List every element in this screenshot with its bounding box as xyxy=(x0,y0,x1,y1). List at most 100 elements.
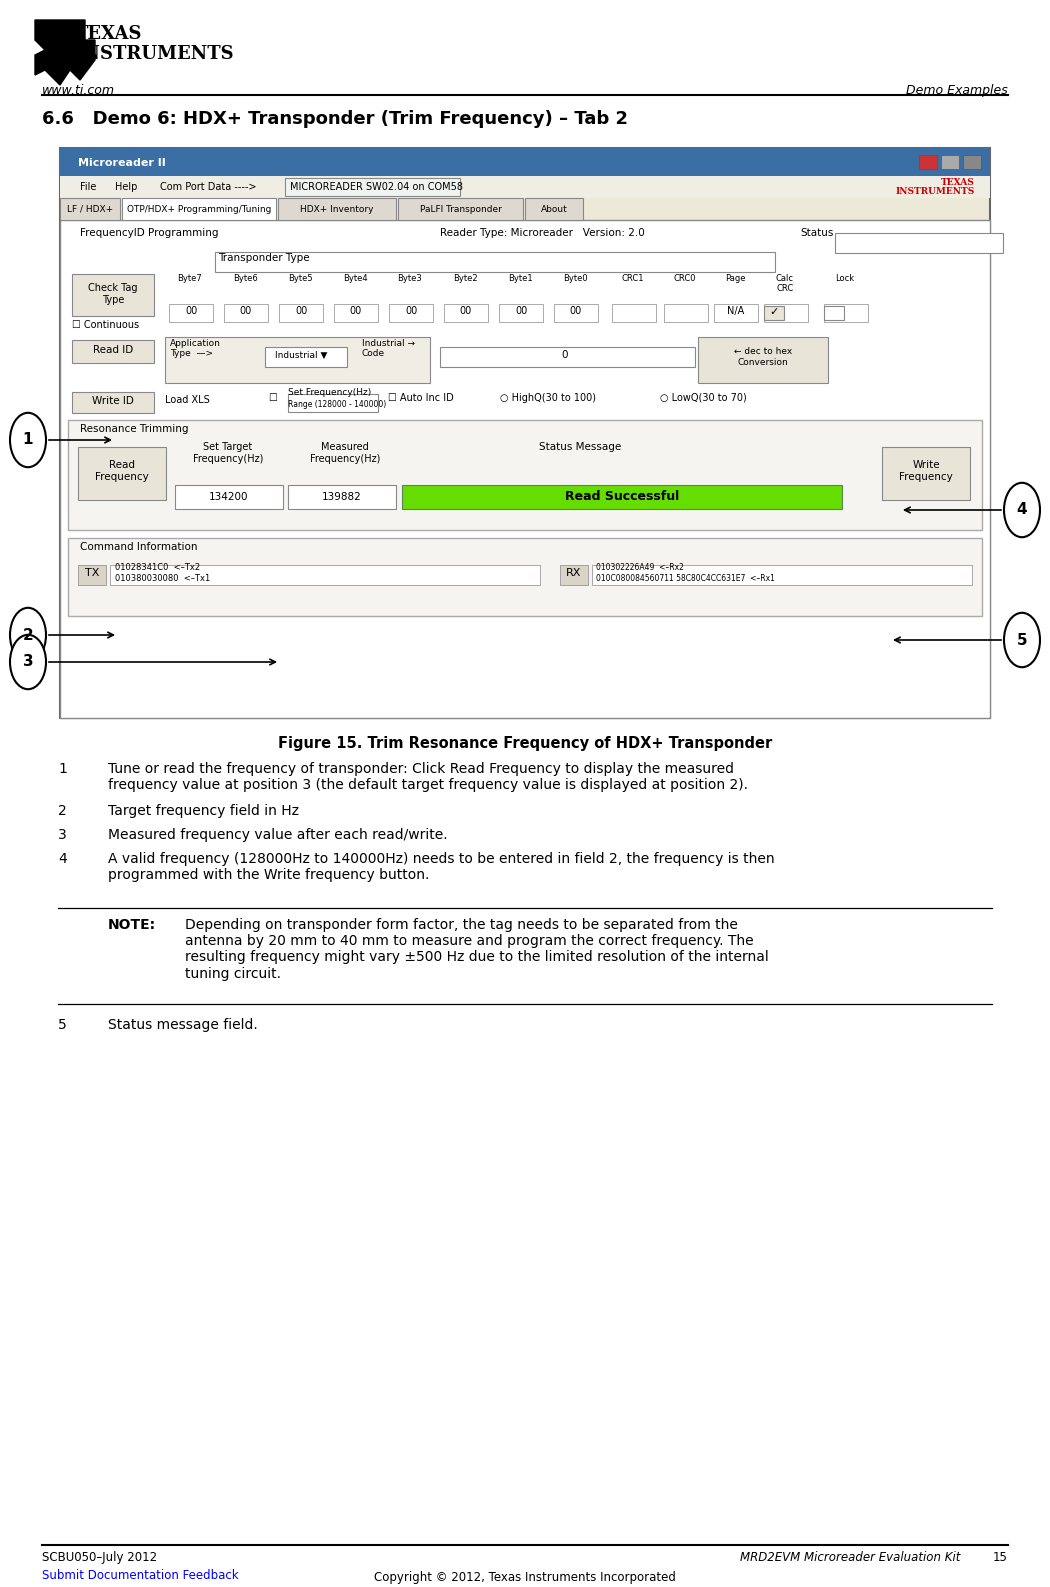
Text: Check Tag
Type: Check Tag Type xyxy=(88,282,138,305)
FancyBboxPatch shape xyxy=(60,221,990,717)
Text: 0: 0 xyxy=(562,351,568,360)
Text: 00: 00 xyxy=(405,306,417,316)
Text: 2: 2 xyxy=(23,627,34,643)
Text: 00: 00 xyxy=(295,306,307,316)
Text: Status: Status xyxy=(800,229,834,238)
Text: MRD2EVM Microreader Evaluation Kit: MRD2EVM Microreader Evaluation Kit xyxy=(739,1550,960,1565)
Text: 00: 00 xyxy=(350,306,362,316)
Text: 00: 00 xyxy=(460,306,472,316)
Text: Read Successful: Read Successful xyxy=(565,490,679,503)
FancyBboxPatch shape xyxy=(835,233,1003,252)
FancyBboxPatch shape xyxy=(499,305,543,322)
FancyBboxPatch shape xyxy=(525,198,583,221)
FancyBboxPatch shape xyxy=(72,340,154,363)
Circle shape xyxy=(1004,482,1040,538)
FancyBboxPatch shape xyxy=(824,306,844,321)
FancyBboxPatch shape xyxy=(110,565,540,586)
Text: Byte4: Byte4 xyxy=(342,275,368,282)
Circle shape xyxy=(1004,613,1040,667)
FancyBboxPatch shape xyxy=(169,305,213,322)
FancyBboxPatch shape xyxy=(402,486,842,509)
Text: 139882: 139882 xyxy=(322,492,362,501)
FancyBboxPatch shape xyxy=(698,336,828,382)
FancyBboxPatch shape xyxy=(388,305,433,322)
FancyBboxPatch shape xyxy=(72,392,154,413)
Text: Reader Type: Microreader   Version: 2.0: Reader Type: Microreader Version: 2.0 xyxy=(440,229,645,238)
FancyBboxPatch shape xyxy=(714,305,758,322)
Text: RX: RX xyxy=(566,568,582,578)
Text: Write ID: Write ID xyxy=(92,397,134,406)
FancyBboxPatch shape xyxy=(824,305,868,322)
FancyBboxPatch shape xyxy=(764,305,808,322)
Text: TEXAS
INSTRUMENTS: TEXAS INSTRUMENTS xyxy=(75,25,233,63)
Circle shape xyxy=(10,608,46,662)
Text: TX: TX xyxy=(85,568,99,578)
FancyBboxPatch shape xyxy=(919,156,937,168)
FancyBboxPatch shape xyxy=(68,421,982,530)
FancyBboxPatch shape xyxy=(68,538,982,616)
FancyBboxPatch shape xyxy=(60,198,120,221)
Text: Submit Documentation Feedback: Submit Documentation Feedback xyxy=(42,1570,238,1582)
Text: 00: 00 xyxy=(570,306,582,316)
Text: Industrial ▼: Industrial ▼ xyxy=(275,351,328,360)
FancyBboxPatch shape xyxy=(265,348,347,367)
Text: TEXAS
INSTRUMENTS: TEXAS INSTRUMENTS xyxy=(896,178,975,197)
Text: Status message field.: Status message field. xyxy=(108,1017,257,1032)
Text: 15: 15 xyxy=(993,1550,1008,1565)
FancyBboxPatch shape xyxy=(963,156,981,168)
FancyBboxPatch shape xyxy=(60,176,990,198)
FancyBboxPatch shape xyxy=(60,148,990,717)
Text: Write
Frequency: Write Frequency xyxy=(899,460,953,482)
Text: 3: 3 xyxy=(58,828,67,843)
Text: File: File xyxy=(80,183,97,192)
FancyBboxPatch shape xyxy=(560,565,588,586)
Text: 010302226A49  <–Rx2
010C080084560711 58C80C4CC631E7  <–Rx1: 010302226A49 <–Rx2 010C080084560711 58C8… xyxy=(596,563,775,582)
Text: 5: 5 xyxy=(58,1017,67,1032)
Text: 01028341C0  <–Tx2
010380030080  <–Tx1: 01028341C0 <–Tx2 010380030080 <–Tx1 xyxy=(116,563,210,582)
Text: 1: 1 xyxy=(58,762,67,776)
Text: www.ti.com: www.ti.com xyxy=(42,84,116,97)
FancyBboxPatch shape xyxy=(440,348,695,367)
Text: Set Frequency(Hz): Set Frequency(Hz) xyxy=(288,387,372,397)
Text: NOTE:: NOTE: xyxy=(108,917,156,932)
Text: Byte7: Byte7 xyxy=(177,275,203,282)
Text: Application
Type  —>: Application Type —> xyxy=(170,340,220,359)
FancyBboxPatch shape xyxy=(175,486,284,509)
Text: Byte0: Byte0 xyxy=(563,275,587,282)
Text: ☐: ☐ xyxy=(268,394,277,403)
Text: 4: 4 xyxy=(58,852,67,867)
FancyBboxPatch shape xyxy=(279,305,323,322)
Text: Byte2: Byte2 xyxy=(453,275,478,282)
Text: ☐ Auto Inc ID: ☐ Auto Inc ID xyxy=(388,394,454,403)
Text: ✓: ✓ xyxy=(770,306,779,317)
Text: Byte1: Byte1 xyxy=(508,275,532,282)
Text: Com Port Data ---->: Com Port Data ----> xyxy=(160,183,256,192)
Polygon shape xyxy=(35,21,94,86)
Text: 00: 00 xyxy=(185,306,197,316)
Text: HDX+ Inventory: HDX+ Inventory xyxy=(300,205,374,214)
Text: Read
Frequency: Read Frequency xyxy=(96,460,149,482)
Text: LF / HDX+: LF / HDX+ xyxy=(67,205,113,214)
FancyBboxPatch shape xyxy=(60,148,990,176)
FancyBboxPatch shape xyxy=(398,198,523,221)
Text: Set Target
Frequency(Hz): Set Target Frequency(Hz) xyxy=(193,443,264,463)
FancyBboxPatch shape xyxy=(882,448,970,500)
Text: OTP/HDX+ Programming/Tuning: OTP/HDX+ Programming/Tuning xyxy=(127,205,271,214)
Circle shape xyxy=(10,635,46,689)
Text: Industrial →
Code: Industrial → Code xyxy=(362,340,415,359)
Text: ☐ Continuous: ☐ Continuous xyxy=(72,321,139,330)
FancyBboxPatch shape xyxy=(444,305,488,322)
FancyBboxPatch shape xyxy=(288,394,378,413)
Text: Demo Examples: Demo Examples xyxy=(906,84,1008,97)
Text: PaLFI Transponder: PaLFI Transponder xyxy=(420,205,502,214)
FancyBboxPatch shape xyxy=(165,336,430,382)
Text: 00: 00 xyxy=(514,306,527,316)
Text: Command Information: Command Information xyxy=(80,543,197,552)
Text: Transponder Type: Transponder Type xyxy=(218,252,310,263)
Text: 2: 2 xyxy=(58,805,67,817)
FancyBboxPatch shape xyxy=(278,198,396,221)
Text: 1: 1 xyxy=(23,433,34,448)
FancyBboxPatch shape xyxy=(215,252,775,271)
Text: 00: 00 xyxy=(239,306,252,316)
Text: A valid frequency (128000Hz to 140000Hz) needs to be entered in field 2, the fre: A valid frequency (128000Hz to 140000Hz)… xyxy=(108,852,775,882)
